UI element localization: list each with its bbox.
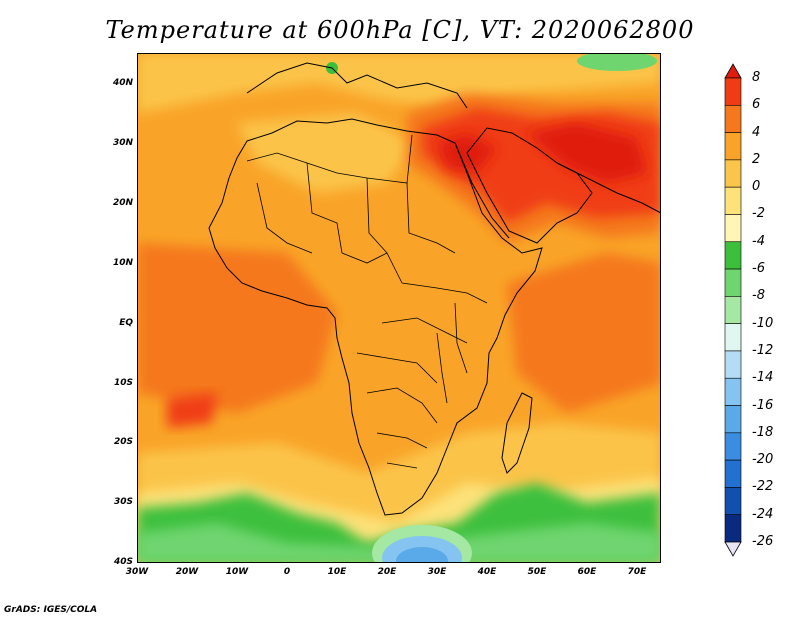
colorbar-label: -8 [752,288,765,304]
colorbar-box [724,241,742,270]
field-sahara-light [237,113,417,193]
colorbar-box [724,296,742,324]
lat-label: 30N [112,138,133,148]
colorbar-label: 6 [752,97,761,113]
lon-label: 60E [577,567,597,577]
colorbar-label: -16 [752,397,774,413]
colorbar-label: 8 [752,70,761,85]
colorbar-label: -24 [752,506,774,522]
colorbar-box [724,514,742,543]
temperature-map [137,53,661,563]
europe-coast [246,62,468,109]
colorbar-label: -26 [752,534,774,549]
colorbar-label: -6 [752,261,765,277]
lat-label: 40S [113,557,133,567]
map-border [137,53,661,563]
asia-coast [556,162,661,214]
colorbar-label: 0 [752,179,761,195]
colorbar-top-arrow [724,63,742,79]
colorbar-box [724,459,742,488]
colorbar-box [724,350,742,379]
colorbar-label: -12 [752,342,774,358]
field-gulf-core [527,123,647,183]
colorbar-label: -18 [752,424,774,440]
colorbar-box [724,405,742,434]
lon-label: 10W [225,567,249,577]
colorbar-box [724,186,742,215]
arabia-outline [466,127,593,244]
lat-label: 20S [113,437,133,447]
madagascar-outline [501,392,533,474]
lat-label: EQ [119,318,133,328]
colorbar-box [724,377,742,406]
colorbar-label: -2 [752,206,765,222]
red-sea [454,142,510,239]
credit-text: GrADS: IGES/COLA [4,605,98,615]
country-borders [246,134,488,469]
lon-label: 20W [175,567,199,577]
lon-label: 20E [377,567,397,577]
colorbar-box [724,104,742,133]
lat-label: 10N [112,258,133,268]
field-atlantic-hot [167,393,217,428]
colorbar-label: 4 [752,124,761,140]
field-south-light-green [137,523,661,563]
field-cold-core [396,547,448,563]
lon-label: 30W [125,567,149,577]
colorbar-box [724,159,742,188]
colorbar-label: -22 [752,479,774,495]
colorbar-box [724,323,742,352]
lon-label: 0 [283,567,291,577]
lon-label: 40E [477,567,497,577]
africa-outline [208,118,543,516]
colorbar-box [724,132,742,161]
colorbar-label: -4 [752,233,765,249]
colorbar-label: -20 [752,452,774,468]
lon-label: 30E [427,567,447,577]
lat-label: 30S [113,497,133,507]
lon-label: 50E [527,567,547,577]
lon-label: 10E [327,567,347,577]
lon-label: 70E [627,567,647,577]
lat-label: 20N [112,198,133,208]
colorbar-label: -14 [752,370,774,386]
field-indian-warm [507,253,661,413]
colorbar-box [724,77,742,106]
colorbar-label: 2 [752,151,761,167]
colorbar-box [724,432,742,461]
colorbar-box [724,214,742,243]
colorbar-box [724,487,742,516]
colorbar-bottom-arrow [724,541,742,557]
field-atlantic-warm [137,243,337,413]
colorbar-box [724,268,742,297]
field-north-green [577,53,657,71]
lat-label: 10S [113,378,133,388]
field-north-cool [137,53,661,113]
map-title: Temperature at 600hPa [C], VT: 202006280… [105,16,695,44]
colorbar-label: -10 [752,315,774,331]
colorbar [724,63,742,557]
lat-label: 40N [112,78,133,88]
